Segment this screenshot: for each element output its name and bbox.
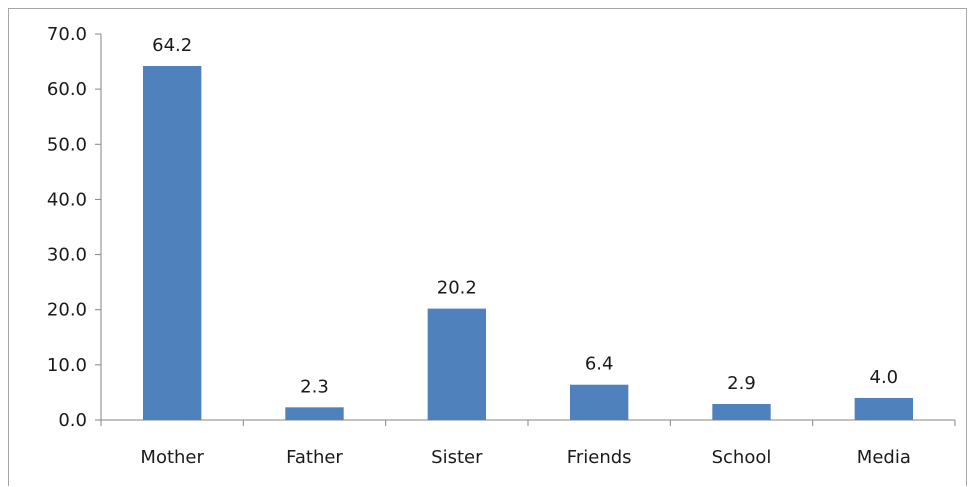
y-tick-label: 50.0 (47, 134, 87, 155)
x-category-label: Mother (140, 447, 204, 468)
data-label-father: 2.3 (300, 376, 329, 397)
bar-mother (142, 65, 202, 421)
y-tick-label: 60.0 (47, 79, 87, 100)
x-category-label: School (712, 447, 772, 468)
data-label-media: 4.0 (870, 367, 899, 388)
x-category-label: Father (286, 447, 343, 468)
bar-father (285, 407, 344, 420)
y-axis: 0.0 10.0 20.0 30.0 40.0 50.0 60.0 70.0 (47, 24, 102, 431)
chart-frame (8, 8, 967, 486)
x-category-label: Sister (431, 447, 483, 468)
bars (142, 65, 914, 421)
x-axis: Mother Father Sister Friends School Media (100, 419, 956, 468)
y-tick-label: 10.0 (47, 355, 87, 376)
data-label-friends: 6.4 (585, 354, 614, 375)
x-category-label: Friends (567, 447, 632, 468)
y-tick-label: 40.0 (47, 189, 87, 210)
y-tick-label: 70.0 (47, 24, 87, 45)
data-label-school: 2.9 (727, 373, 756, 394)
y-tick-label: 0.0 (58, 410, 87, 431)
x-category-label: Media (857, 447, 911, 468)
y-tick-label: 30.0 (47, 245, 87, 266)
data-labels: 64.2 2.3 20.2 6.4 2.9 4.0 (152, 35, 898, 397)
bar-sister (427, 308, 487, 420)
data-label-mother: 64.2 (152, 35, 192, 56)
bar-school (712, 404, 771, 420)
data-label-sister: 20.2 (437, 278, 477, 299)
bar-media (854, 397, 914, 420)
y-tick-label: 20.0 (47, 300, 87, 321)
bar-friends (569, 384, 629, 420)
